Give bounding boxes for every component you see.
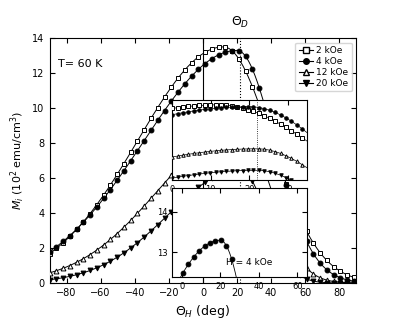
- Text: $\Theta_D$: $\Theta_D$: [231, 15, 249, 30]
- Y-axis label: $M_i$ ($10^2$ emu/cm$^3$): $M_i$ ($10^2$ emu/cm$^3$): [8, 111, 27, 210]
- Legend: 2 kOe, 4 kOe, 12 kOe, 20 kOe: 2 kOe, 4 kOe, 12 kOe, 20 kOe: [295, 43, 352, 91]
- Text: T= 60 K: T= 60 K: [58, 59, 103, 69]
- X-axis label: $\Theta_H$ (deg): $\Theta_H$ (deg): [175, 303, 230, 318]
- Text: H = 4 kOe: H = 4 kOe: [226, 258, 272, 266]
